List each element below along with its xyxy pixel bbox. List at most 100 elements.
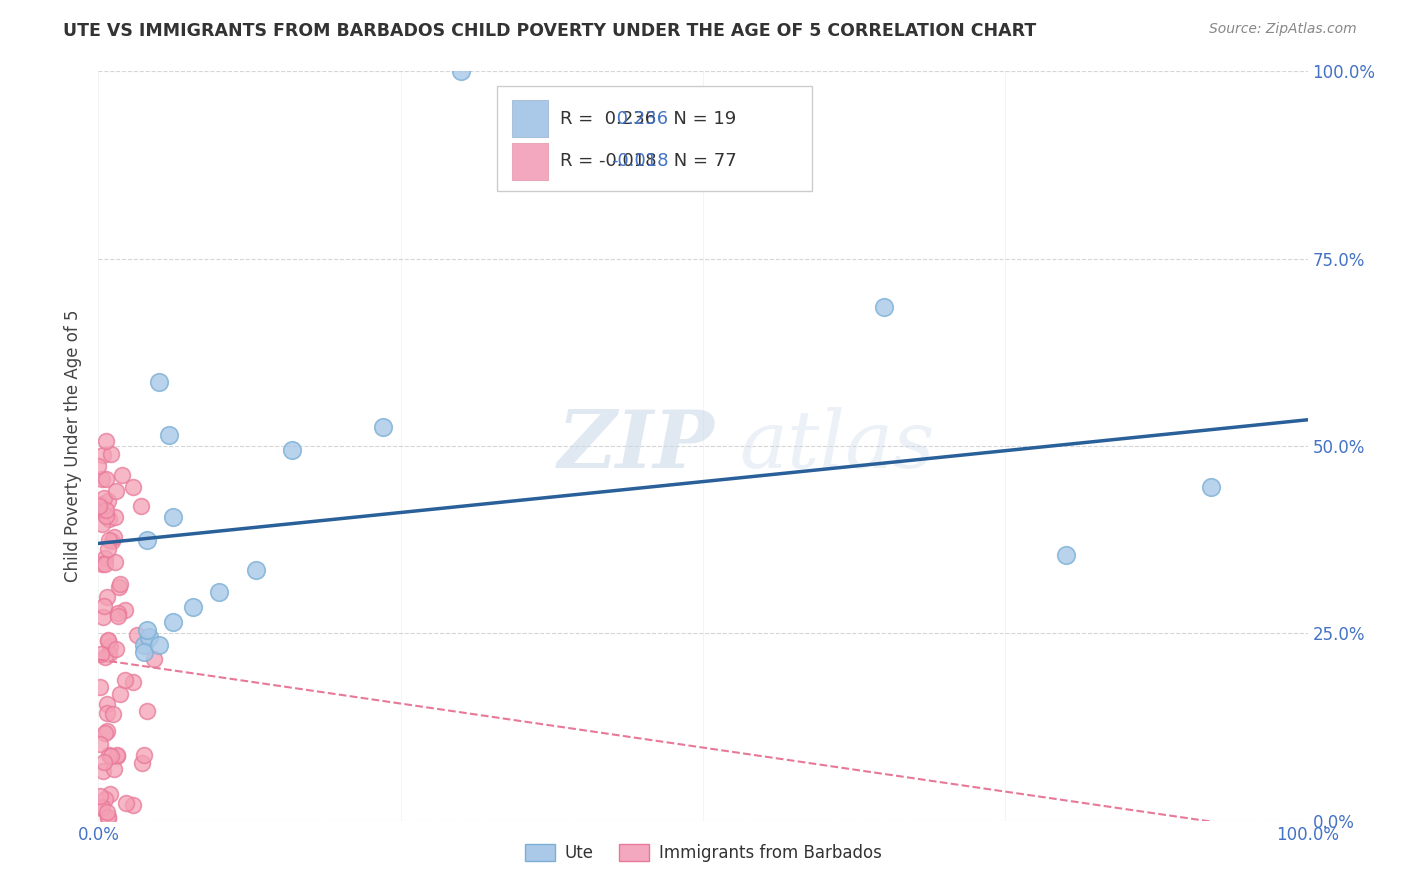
Point: [89, 497, 111, 511]
Point: [89, 503, 111, 517]
Point: [104, 510, 127, 524]
Point: [89, 737, 111, 751]
Point: [94, 508, 117, 523]
Point: [101, 706, 124, 721]
Point: [873, 301, 896, 315]
Point: [90, 517, 112, 532]
Point: [90, 647, 112, 661]
Point: [90, 800, 112, 814]
Point: [96, 805, 118, 819]
Point: [91, 799, 114, 814]
Point: [96, 723, 118, 738]
Point: [114, 796, 136, 810]
Point: [94, 550, 117, 565]
Point: [148, 638, 170, 652]
Text: R = -0.018   N = 77: R = -0.018 N = 77: [561, 153, 737, 170]
Point: [138, 630, 160, 644]
Point: [104, 555, 127, 569]
Point: [98, 639, 121, 653]
Text: 0.236: 0.236: [612, 110, 668, 128]
Text: -0.018: -0.018: [612, 153, 669, 170]
Text: Source: ZipAtlas.com: Source: ZipAtlas.com: [1209, 22, 1357, 37]
Point: [105, 747, 128, 762]
Point: [96, 706, 118, 720]
Point: [94, 649, 117, 664]
Point: [107, 580, 129, 594]
Point: [103, 762, 125, 776]
Y-axis label: Child Poverty Under the Age of 5: Child Poverty Under the Age of 5: [65, 310, 83, 582]
Point: [98, 747, 121, 762]
Point: [114, 602, 136, 616]
Point: [94, 726, 117, 740]
Point: [97, 811, 120, 825]
FancyBboxPatch shape: [512, 143, 548, 180]
Point: [450, 64, 472, 78]
Point: [98, 647, 121, 661]
Point: [122, 797, 145, 812]
Point: [107, 606, 129, 620]
Point: [93, 448, 115, 462]
Point: [97, 633, 120, 648]
Point: [96, 503, 118, 517]
Point: [162, 615, 184, 629]
Point: [110, 687, 132, 701]
Point: [135, 623, 157, 637]
Point: [96, 472, 118, 486]
FancyBboxPatch shape: [498, 87, 811, 191]
Point: [89, 680, 111, 694]
Point: [98, 787, 121, 801]
Point: [181, 600, 204, 615]
Point: [93, 557, 115, 571]
Point: [105, 749, 128, 764]
Point: [111, 467, 134, 482]
Point: [129, 499, 152, 513]
Point: [134, 645, 156, 659]
Text: atlas: atlas: [740, 408, 935, 484]
Point: [100, 749, 122, 764]
Point: [100, 534, 122, 549]
Point: [371, 420, 394, 434]
Point: [105, 641, 128, 656]
Point: [1054, 548, 1077, 562]
Text: R =  0.236   N = 19: R = 0.236 N = 19: [561, 110, 737, 128]
Point: [1199, 480, 1222, 494]
Point: [89, 499, 111, 513]
Point: [97, 512, 120, 526]
Point: [96, 697, 118, 711]
Point: [91, 764, 114, 778]
Point: [97, 634, 120, 648]
Point: [94, 792, 117, 806]
Point: [208, 585, 231, 599]
Point: [97, 493, 120, 508]
Point: [136, 704, 159, 718]
Point: [96, 590, 118, 604]
FancyBboxPatch shape: [512, 100, 548, 137]
Point: [108, 577, 131, 591]
Point: [93, 599, 115, 614]
Text: ZIP: ZIP: [558, 408, 714, 484]
Point: [96, 434, 118, 448]
Legend: Ute, Immigrants from Barbados: Ute, Immigrants from Barbados: [517, 837, 889, 869]
Point: [132, 747, 155, 762]
Point: [87, 459, 110, 474]
Point: [100, 447, 122, 461]
Point: [104, 484, 127, 499]
Point: [91, 557, 114, 571]
Point: [90, 473, 112, 487]
Point: [114, 673, 136, 687]
Point: [121, 480, 143, 494]
Point: [131, 756, 153, 771]
Point: [89, 501, 111, 516]
Point: [93, 756, 115, 770]
Point: [162, 510, 184, 524]
Point: [98, 533, 121, 548]
Point: [107, 609, 129, 624]
Point: [87, 503, 110, 517]
Point: [281, 442, 304, 457]
Point: [142, 652, 165, 666]
Point: [134, 638, 156, 652]
Point: [89, 789, 111, 803]
Point: [127, 628, 149, 642]
Point: [93, 491, 115, 505]
Point: [135, 533, 157, 547]
